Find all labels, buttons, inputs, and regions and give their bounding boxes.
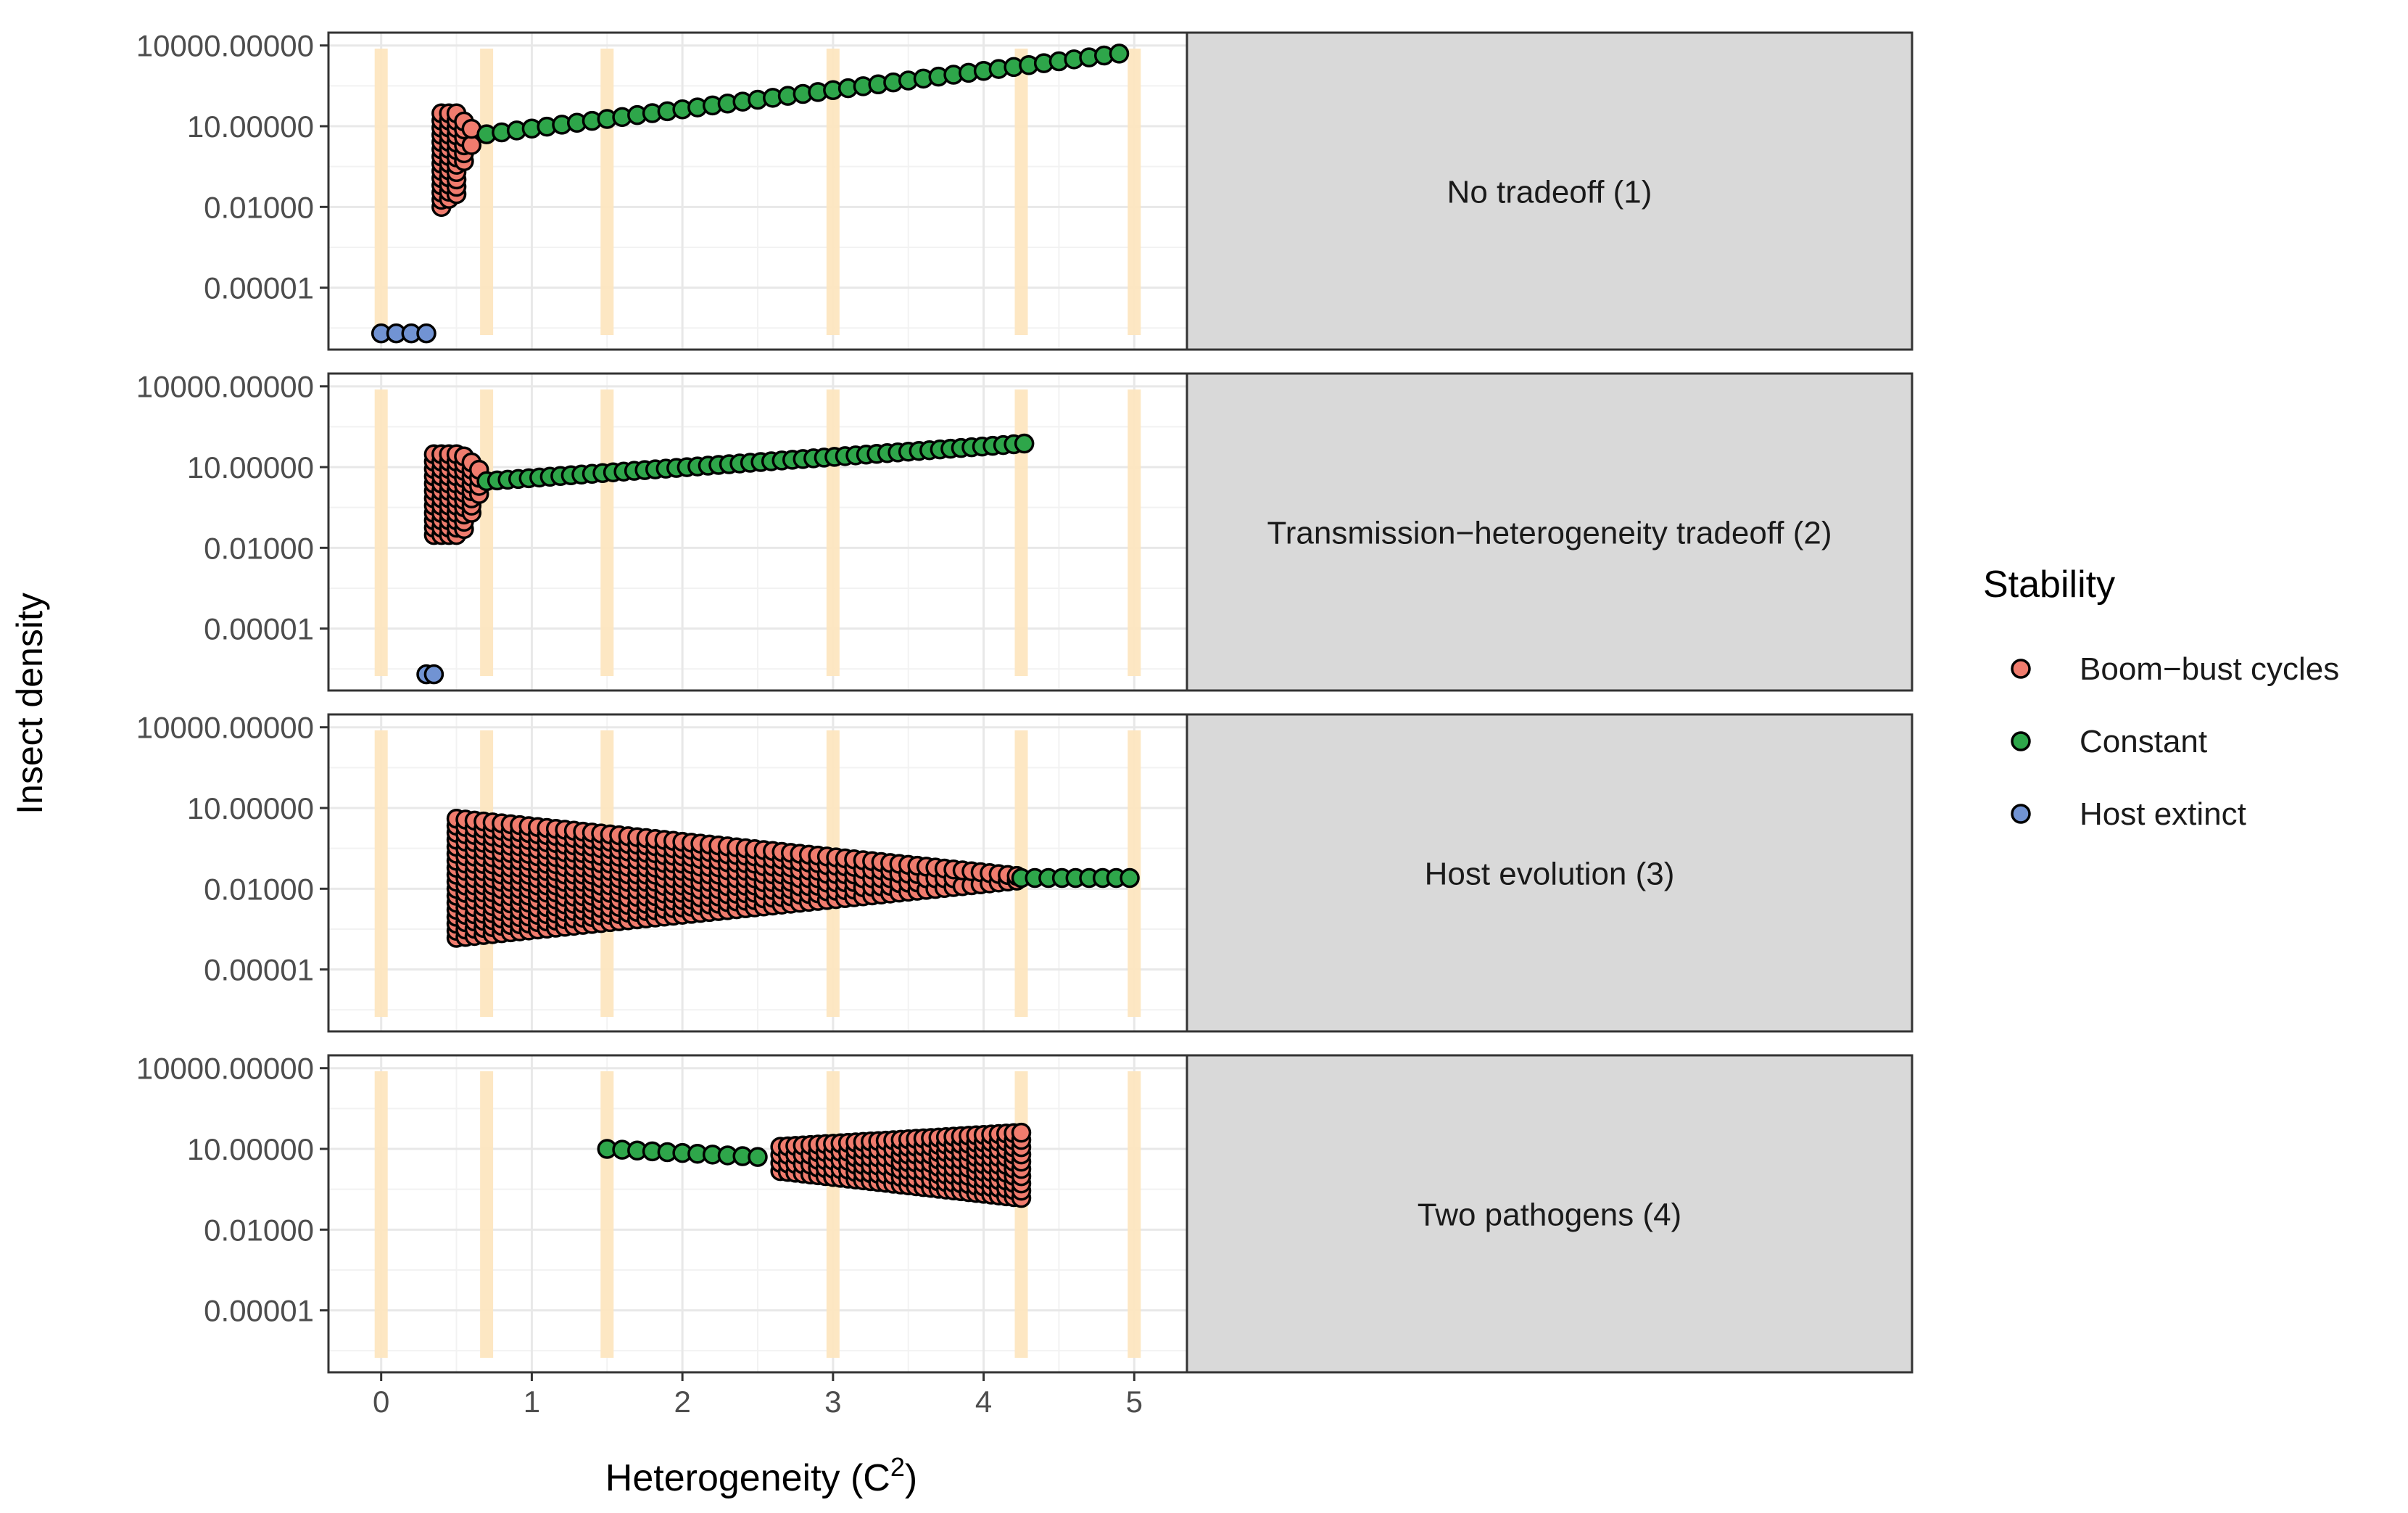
facet-panel: Host evolution (3) 0.00001 0.01000 10.00000…: [136, 711, 1913, 1033]
facet-strip: [1186, 372, 1913, 692]
facet-strip-label: Transmission−heterogeneity tradeoff (2): [1267, 516, 1832, 551]
y-tick-label: 0.01000: [204, 531, 314, 565]
y-axis-label: Insect density: [9, 593, 50, 815]
reference-band: [374, 389, 388, 676]
x-tick-label: 0: [373, 1385, 389, 1419]
data-points: [597, 1122, 1032, 1208]
x-axis-label-superscript: 2: [890, 1452, 905, 1482]
facet-strip: [1186, 1054, 1913, 1374]
reference-band: [1128, 389, 1141, 676]
reference-band: [480, 49, 494, 335]
y-tick-label: 0.00001: [204, 612, 314, 646]
x-tick-label: 3: [824, 1385, 841, 1419]
facet-panel: Transmission−heterogeneity tradeoff (2) 0…: [136, 370, 1913, 692]
x-axis: 0 1 2 3 4 5: [373, 1372, 1143, 1419]
y-tick-label: 10000.00000: [136, 29, 314, 63]
y-tick-label: 10000.00000: [136, 1052, 314, 1086]
y-tick-label: 0.01000: [204, 872, 314, 906]
data-points: [371, 44, 1130, 344]
y-tick-label: 0.01000: [204, 190, 314, 224]
y-tick-label: 10000.00000: [136, 711, 314, 745]
reference-band: [480, 1071, 494, 1358]
reference-band: [826, 49, 840, 335]
x-tick-label: 5: [1126, 1385, 1143, 1419]
reference-band: [1014, 1071, 1028, 1358]
reference-band: [1128, 1071, 1141, 1358]
legend-entry: Host extinct: [2011, 796, 2246, 832]
y-tick-label: 0.00001: [204, 1294, 314, 1328]
legend-entry: Constant: [2011, 724, 2207, 759]
x-tick-label: 4: [975, 1385, 992, 1419]
reference-band: [374, 730, 388, 1017]
reference-band: [600, 389, 614, 676]
reference-band: [600, 49, 614, 335]
x-axis-label-main: Heterogeneity (C: [605, 1457, 890, 1499]
data-points: [416, 433, 1035, 685]
point-constant: [1109, 44, 1130, 64]
point-boom-bust: [1011, 1122, 1032, 1143]
facet-panel: Two pathogens (4) 0.00001 0.01000 10.00000 1…: [136, 1052, 1913, 1374]
legend-entry: Boom−bust cycles: [2011, 651, 2339, 687]
x-tick-label: 1: [524, 1385, 540, 1419]
x-axis-label-close: ): [905, 1457, 917, 1499]
facet-strip-label: Host evolution (3): [1425, 857, 1675, 892]
reference-band: [826, 1071, 840, 1358]
reference-band: [374, 1071, 388, 1358]
facet-strip-label: Two pathogens (4): [1418, 1197, 1681, 1233]
reference-band: [1128, 49, 1141, 335]
legend-entries: Boom−bust cycles Constant Host extinct: [2011, 651, 2339, 832]
reference-band: [480, 389, 494, 676]
point-constant: [1120, 867, 1140, 889]
y-tick-label: 10.00000: [187, 110, 314, 144]
y-tick-label: 10.00000: [187, 450, 314, 485]
legend-key: [2011, 731, 2031, 751]
legend-key: [2011, 659, 2031, 679]
facet-panels: No tradeoff (1) 0.00001 0.01000 10.00000 100…: [136, 29, 1913, 1374]
point-host-extinct: [423, 664, 444, 685]
point-constant: [1014, 433, 1035, 454]
legend: Stability Boom−bust cycles Constant Host e…: [1983, 564, 2339, 832]
y-tick-label: 10.00000: [187, 1132, 314, 1166]
x-axis-label: Heterogeneity (C2): [605, 1452, 917, 1499]
legend-label: Boom−bust cycles: [2080, 651, 2339, 687]
legend-key: [2011, 804, 2031, 824]
facet-strip: [1186, 713, 1913, 1033]
x-tick-label: 2: [674, 1385, 690, 1419]
point-constant: [748, 1147, 768, 1167]
y-tick-label: 0.00001: [204, 271, 314, 305]
legend-title: Stability: [1983, 564, 2115, 606]
reference-band: [374, 49, 388, 335]
y-tick-label: 10000.00000: [136, 370, 314, 404]
y-tick-label: 10.00000: [187, 791, 314, 825]
facet-strip: [1186, 31, 1913, 351]
reference-band: [826, 389, 840, 676]
legend-label: Constant: [2080, 724, 2207, 759]
point-host-extinct: [416, 323, 436, 344]
reference-band: [1014, 49, 1028, 335]
point-boom-bust: [461, 135, 482, 155]
facet-strip-label: No tradeoff (1): [1447, 175, 1652, 210]
legend-label: Host extinct: [2080, 796, 2246, 832]
y-tick-label: 0.00001: [204, 953, 314, 987]
reference-band: [600, 1071, 614, 1358]
data-points: [446, 809, 1140, 948]
y-tick-label: 0.01000: [204, 1213, 314, 1247]
reference-band: [1014, 389, 1028, 676]
facet-panel: No tradeoff (1) 0.00001 0.01000 10.00000 100…: [136, 29, 1913, 351]
